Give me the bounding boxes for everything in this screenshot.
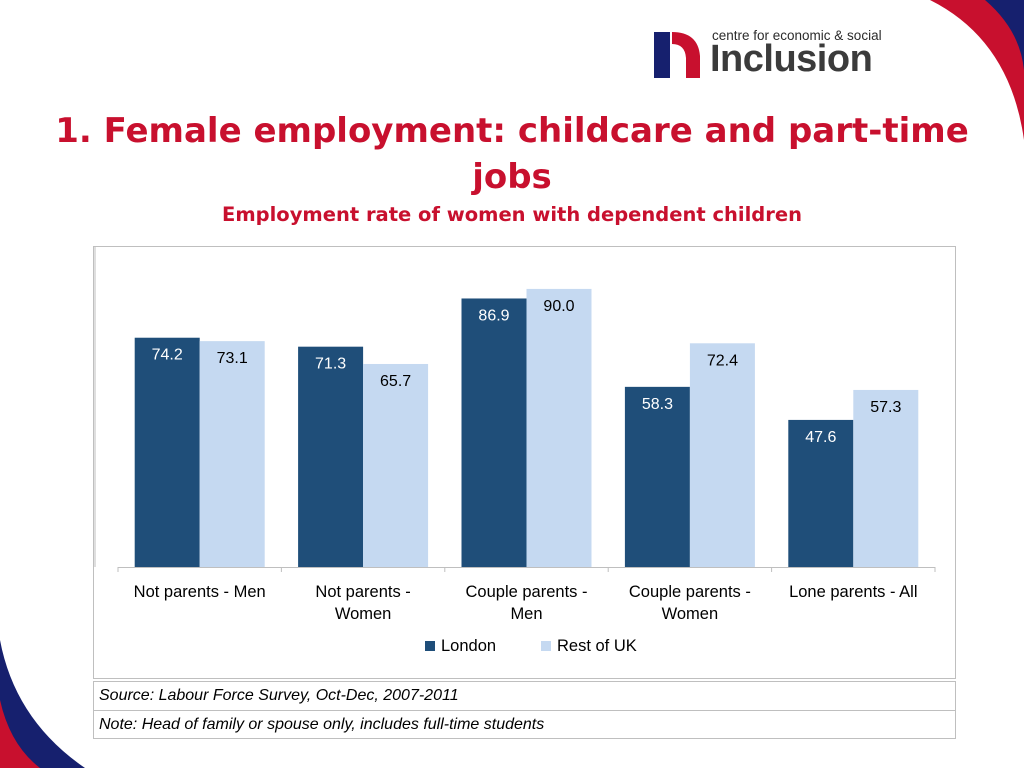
bottom-left-red-swoosh	[0, 700, 40, 768]
data-label: 72.4	[707, 352, 738, 369]
data-label: 71.3	[315, 356, 346, 373]
legend-label: London	[441, 637, 496, 655]
inclusion-logo: centre for economic & social Inclusion	[652, 26, 902, 82]
slide-title: 1. Female employment: childcare and part…	[55, 111, 969, 197]
x-tick-label: Not parents - Men	[134, 583, 266, 601]
data-label: 73.1	[217, 350, 248, 367]
bar-rest-of-uk	[853, 389, 919, 567]
logo-mark-icon	[654, 32, 700, 78]
x-tick-label: Lone parents - All	[789, 583, 917, 601]
legend-label: Rest of UK	[557, 637, 637, 655]
bar-london	[134, 337, 200, 567]
bar-london	[298, 346, 364, 567]
data-label: 74.2	[152, 347, 183, 364]
footnote: Note: Head of family or spouse only, inc…	[99, 716, 545, 733]
legend-swatch	[541, 641, 551, 651]
bar-rest-of-uk	[526, 288, 592, 567]
logo-name: Inclusion	[710, 38, 873, 80]
x-tick-label: Women	[335, 605, 392, 623]
data-label: 65.7	[380, 373, 411, 390]
logo-tagline: centre for economic & social	[712, 28, 882, 43]
data-label: 86.9	[478, 307, 509, 324]
bar-london	[624, 386, 690, 567]
data-label: 90.0	[543, 298, 574, 315]
x-tick-label: Not parents -	[315, 583, 410, 601]
x-tick-label: Men	[510, 605, 542, 623]
bar-rest-of-uk	[363, 363, 429, 567]
bar-rest-of-uk	[199, 341, 265, 567]
bar-rest-of-uk	[689, 343, 755, 567]
chart-notes-table: Source: Labour Force Survey, Oct-Dec, 20…	[93, 681, 956, 739]
x-tick-label: Couple parents -	[466, 583, 588, 601]
top-right-red-swoosh	[930, 0, 1024, 140]
x-tick-label: Women	[662, 605, 719, 623]
bar-london	[461, 298, 527, 567]
data-label: 57.3	[870, 399, 901, 416]
bottom-left-navy-swoosh	[0, 640, 85, 768]
data-label: 47.6	[805, 429, 836, 446]
bar-london	[788, 419, 854, 567]
chart-frame: 74.2 73.1 Not parents - Men 71.3 65.7 Not par…	[93, 246, 956, 679]
top-right-navy-swoosh	[985, 0, 1024, 70]
legend-swatch	[425, 641, 435, 651]
bar-chart: 74.2 73.1 Not parents - Men 71.3 65.7 Not par…	[94, 247, 936, 655]
source-note: Source: Labour Force Survey, Oct-Dec, 20…	[94, 682, 955, 711]
x-tick-label: Couple parents -	[629, 583, 751, 601]
data-label: 58.3	[642, 396, 673, 413]
slide-subtitle: Employment rate of women with dependent …	[222, 203, 802, 226]
